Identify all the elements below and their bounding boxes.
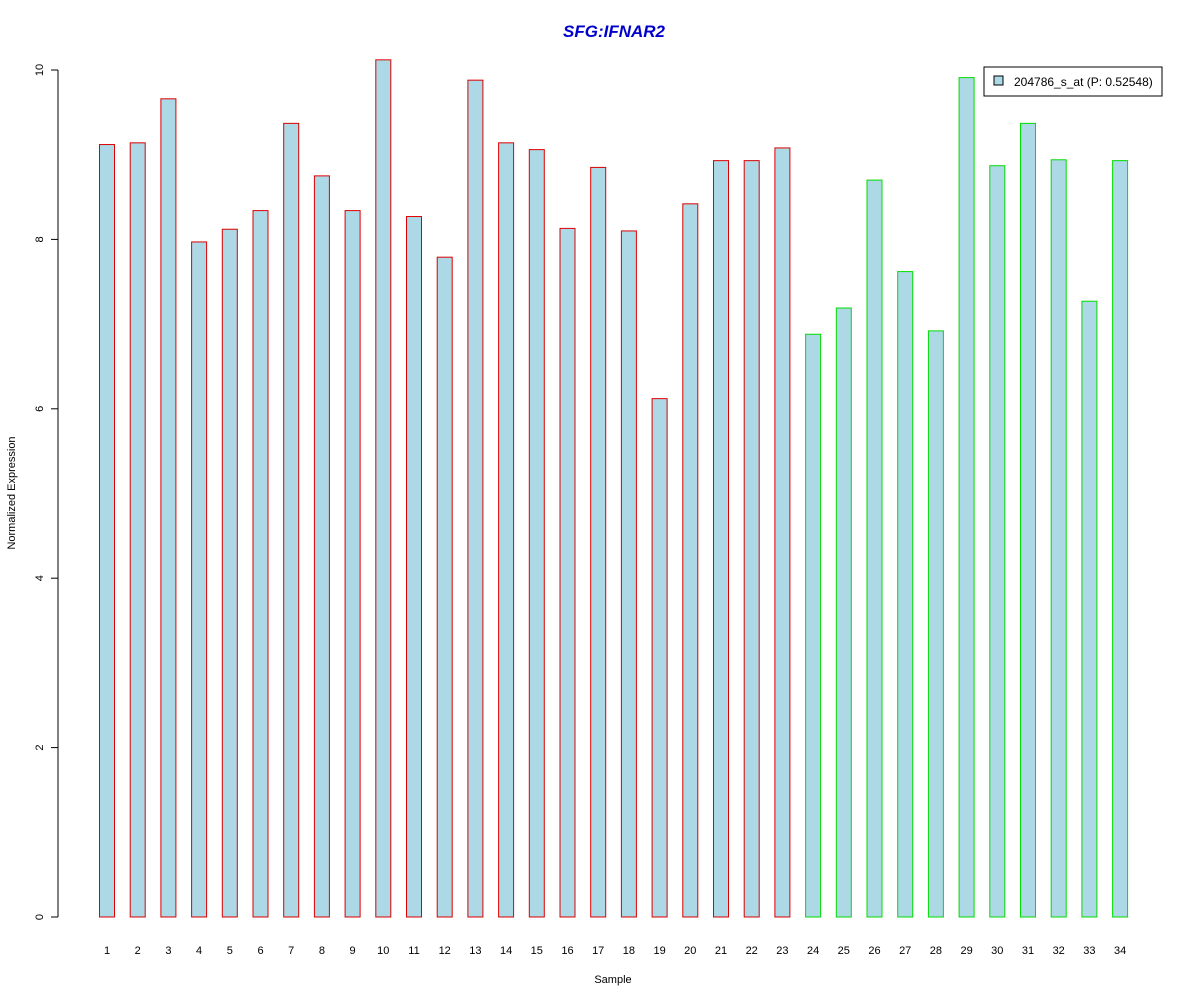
bar [313, 175, 330, 918]
x-tick-label: 28 [930, 945, 942, 957]
bar [160, 98, 177, 918]
bar [713, 160, 729, 918]
bar [1020, 122, 1036, 918]
bar [1050, 159, 1067, 918]
x-tick-label: 9 [350, 945, 356, 957]
y-axis-label: Normalized Expression [6, 436, 18, 549]
x-tick-label: 15 [531, 945, 543, 957]
y-tick-label: 0 [34, 914, 46, 920]
bar [129, 142, 146, 918]
x-tick-label: 27 [899, 945, 911, 957]
bar [989, 165, 1006, 918]
x-tick-label: 17 [592, 945, 604, 957]
y-tick-label: 2 [34, 745, 46, 751]
bar [651, 398, 668, 918]
x-tick-label: 13 [469, 945, 481, 957]
x-tick-label: 16 [561, 945, 573, 957]
bar [252, 210, 269, 918]
x-tick-label: 4 [196, 945, 202, 957]
legend-label: 204786_s_at (P: 0.52548) [1014, 75, 1153, 89]
legend: 204786_s_at (P: 0.52548) [983, 66, 1163, 97]
y-tick-label: 4 [34, 575, 46, 581]
y-tick-label: 10 [34, 64, 46, 76]
bar [805, 333, 822, 918]
y-axis: 0 2 4 6 8 10 [34, 64, 59, 920]
bar [590, 166, 607, 918]
bar [774, 147, 791, 918]
bar [559, 227, 576, 918]
x-tick-label: 3 [165, 945, 171, 957]
x-tick-label: 1 [104, 945, 110, 957]
x-tick-label: 22 [746, 945, 758, 957]
bar [897, 271, 914, 918]
bar [436, 256, 453, 918]
legend-box [983, 66, 1163, 97]
x-tick-label: 10 [377, 945, 389, 957]
bar [406, 216, 422, 918]
bar [528, 149, 545, 918]
x-tick-label: 23 [776, 945, 788, 957]
x-tick-label: 33 [1083, 945, 1095, 957]
x-tick-label: 20 [684, 945, 696, 957]
y-tick-label: 8 [34, 236, 46, 242]
x-tick-label: 11 [408, 945, 419, 957]
chart-title: SFG:IFNAR2 [563, 22, 666, 41]
x-tick-label: 34 [1114, 945, 1126, 957]
legend-swatch [993, 75, 1004, 86]
x-tick-label: 18 [623, 945, 635, 957]
x-tick-label: 29 [960, 945, 972, 957]
x-tick-label: 21 [715, 945, 727, 957]
x-tick-label: 12 [439, 945, 451, 957]
bar [866, 179, 883, 918]
bar [283, 122, 300, 918]
bar [344, 210, 361, 918]
x-tick-label: 26 [868, 945, 880, 957]
bar [620, 230, 637, 918]
bars-group [99, 59, 1129, 918]
y-tick-label: 6 [34, 406, 46, 412]
bar [99, 144, 115, 918]
x-tick-label: 32 [1053, 945, 1065, 957]
x-tick-label: 8 [319, 945, 325, 957]
bar [191, 241, 208, 918]
x-axis-tick-labels: 1 2 3 4 5 6 7 8 9 10 11 12 13 14 15 16 17 18 19 20 21 22 23 24 2… [104, 945, 1126, 957]
bar [498, 142, 515, 918]
x-tick-label: 14 [500, 945, 512, 957]
x-tick-label: 25 [838, 945, 850, 957]
x-axis-label: Sample [594, 974, 631, 986]
x-tick-label: 24 [807, 945, 819, 957]
x-tick-label: 30 [991, 945, 1003, 957]
x-tick-label: 19 [653, 945, 665, 957]
x-tick-label: 7 [288, 945, 294, 957]
x-tick-label: 5 [227, 945, 233, 957]
bar [1081, 300, 1098, 918]
x-tick-label: 6 [257, 945, 263, 957]
bar [682, 203, 699, 918]
x-tick-label: 2 [135, 945, 141, 957]
bar [743, 160, 760, 918]
bar [958, 77, 975, 918]
bar [375, 59, 392, 918]
bar [221, 228, 238, 918]
bar [835, 307, 852, 918]
x-tick-label: 31 [1022, 945, 1034, 957]
bar [927, 330, 944, 918]
bar [467, 79, 484, 918]
bar [1112, 160, 1129, 918]
